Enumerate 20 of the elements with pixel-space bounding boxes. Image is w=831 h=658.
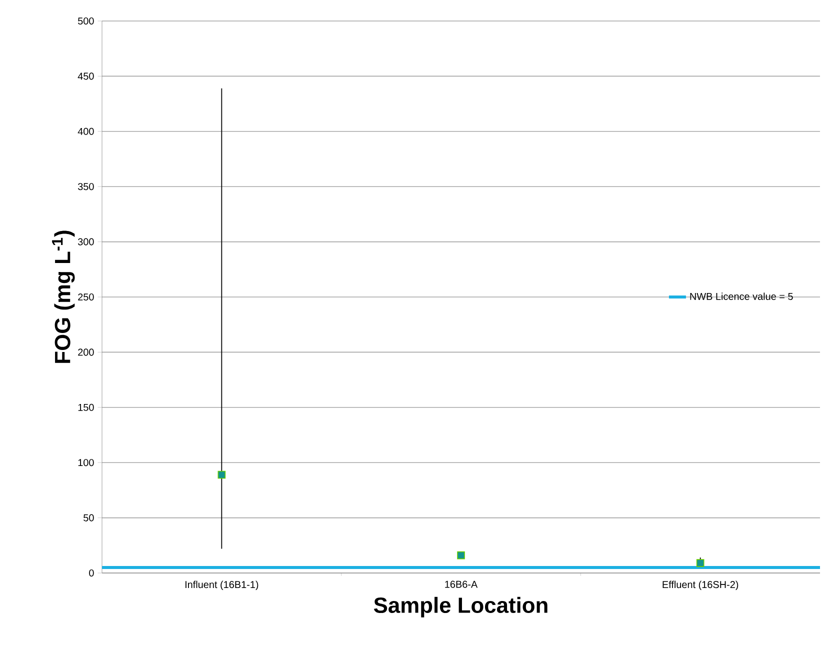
y-tick-label: 250 — [78, 293, 94, 301]
x-tick-label: 16B6-A — [445, 580, 478, 588]
point — [218, 470, 226, 479]
y-tick-label: 300 — [78, 238, 94, 246]
point — [696, 559, 704, 567]
x-axis-title: Sample Location — [374, 596, 548, 618]
y-tick-label: 500 — [78, 17, 94, 25]
y-axis-title: FOG (mg L$^{-1}$) — [52, 230, 75, 363]
y-tick-label: 400 — [78, 128, 94, 135]
y-tick-label: 50 — [84, 514, 94, 522]
y-tick-label: 100 — [78, 459, 94, 466]
y-tick-label: 350 — [78, 183, 94, 190]
point — [457, 551, 465, 560]
legend-label: NWB Licence value = 5 — [690, 292, 793, 300]
y-tick-label: 450 — [78, 72, 94, 80]
x-tick-label: Influent (16B1-1) — [185, 580, 258, 590]
y-tick-label: 0 — [89, 569, 94, 577]
y-tick-label: 150 — [78, 404, 94, 411]
y-tick-label: 200 — [78, 348, 94, 356]
x-tick-label: Effluent (16SH-2) — [662, 580, 738, 590]
